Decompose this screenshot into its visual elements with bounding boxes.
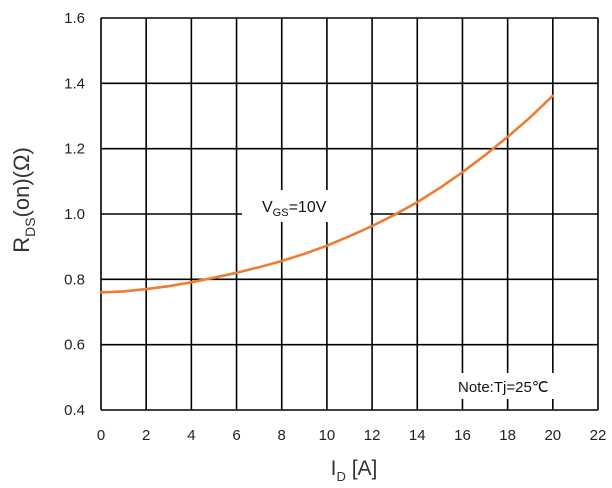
series-layer	[99, 94, 555, 294]
x-tick-label: 8	[278, 427, 286, 444]
x-axis-title: ID [A]	[331, 457, 378, 484]
grid	[100, 17, 599, 411]
x-tick-label: 18	[499, 427, 516, 444]
note-annotation-text: Note:Tj=25℃	[458, 379, 549, 396]
y-tick-label: 1.0	[64, 206, 85, 223]
y-tick-label: 0.6	[64, 337, 85, 354]
note-annotation-background	[452, 373, 582, 399]
vgs-annotation-text: VGS=10V	[262, 199, 327, 219]
x-tick-label: 16	[454, 427, 471, 444]
x-tick-label: 22	[590, 427, 607, 444]
x-tick-label: 12	[364, 427, 381, 444]
y-tick-label: 1.6	[64, 10, 85, 27]
vgs-annotation-background	[242, 190, 370, 222]
y-tick-label: 1.4	[64, 75, 85, 92]
y-axis-title: RDS(on)(Ω)	[9, 147, 38, 253]
x-tick-label: 10	[319, 427, 336, 444]
x-tick-label: 6	[232, 427, 240, 444]
x-tick-label: 2	[142, 427, 150, 444]
y-tick-label: 1.2	[64, 141, 85, 158]
tick-labels: 0 2 4 6 8 10 12 14 16 18 20 22 0.4 0.6 0.8 1.0 1.2 1.4 1.6	[64, 10, 606, 444]
note-annotation: Note:Tj=25℃	[452, 373, 582, 399]
x-tick-label: 4	[187, 427, 195, 444]
vgs-annotation: VGS=10V	[242, 190, 370, 222]
rdson-curve	[99, 94, 555, 294]
x-tick-label: 20	[544, 427, 561, 444]
y-tick-label: 0.4	[64, 402, 85, 419]
x-tick-label: 14	[409, 427, 426, 444]
x-tick-label: 0	[97, 427, 105, 444]
y-tick-label: 0.8	[64, 271, 85, 288]
